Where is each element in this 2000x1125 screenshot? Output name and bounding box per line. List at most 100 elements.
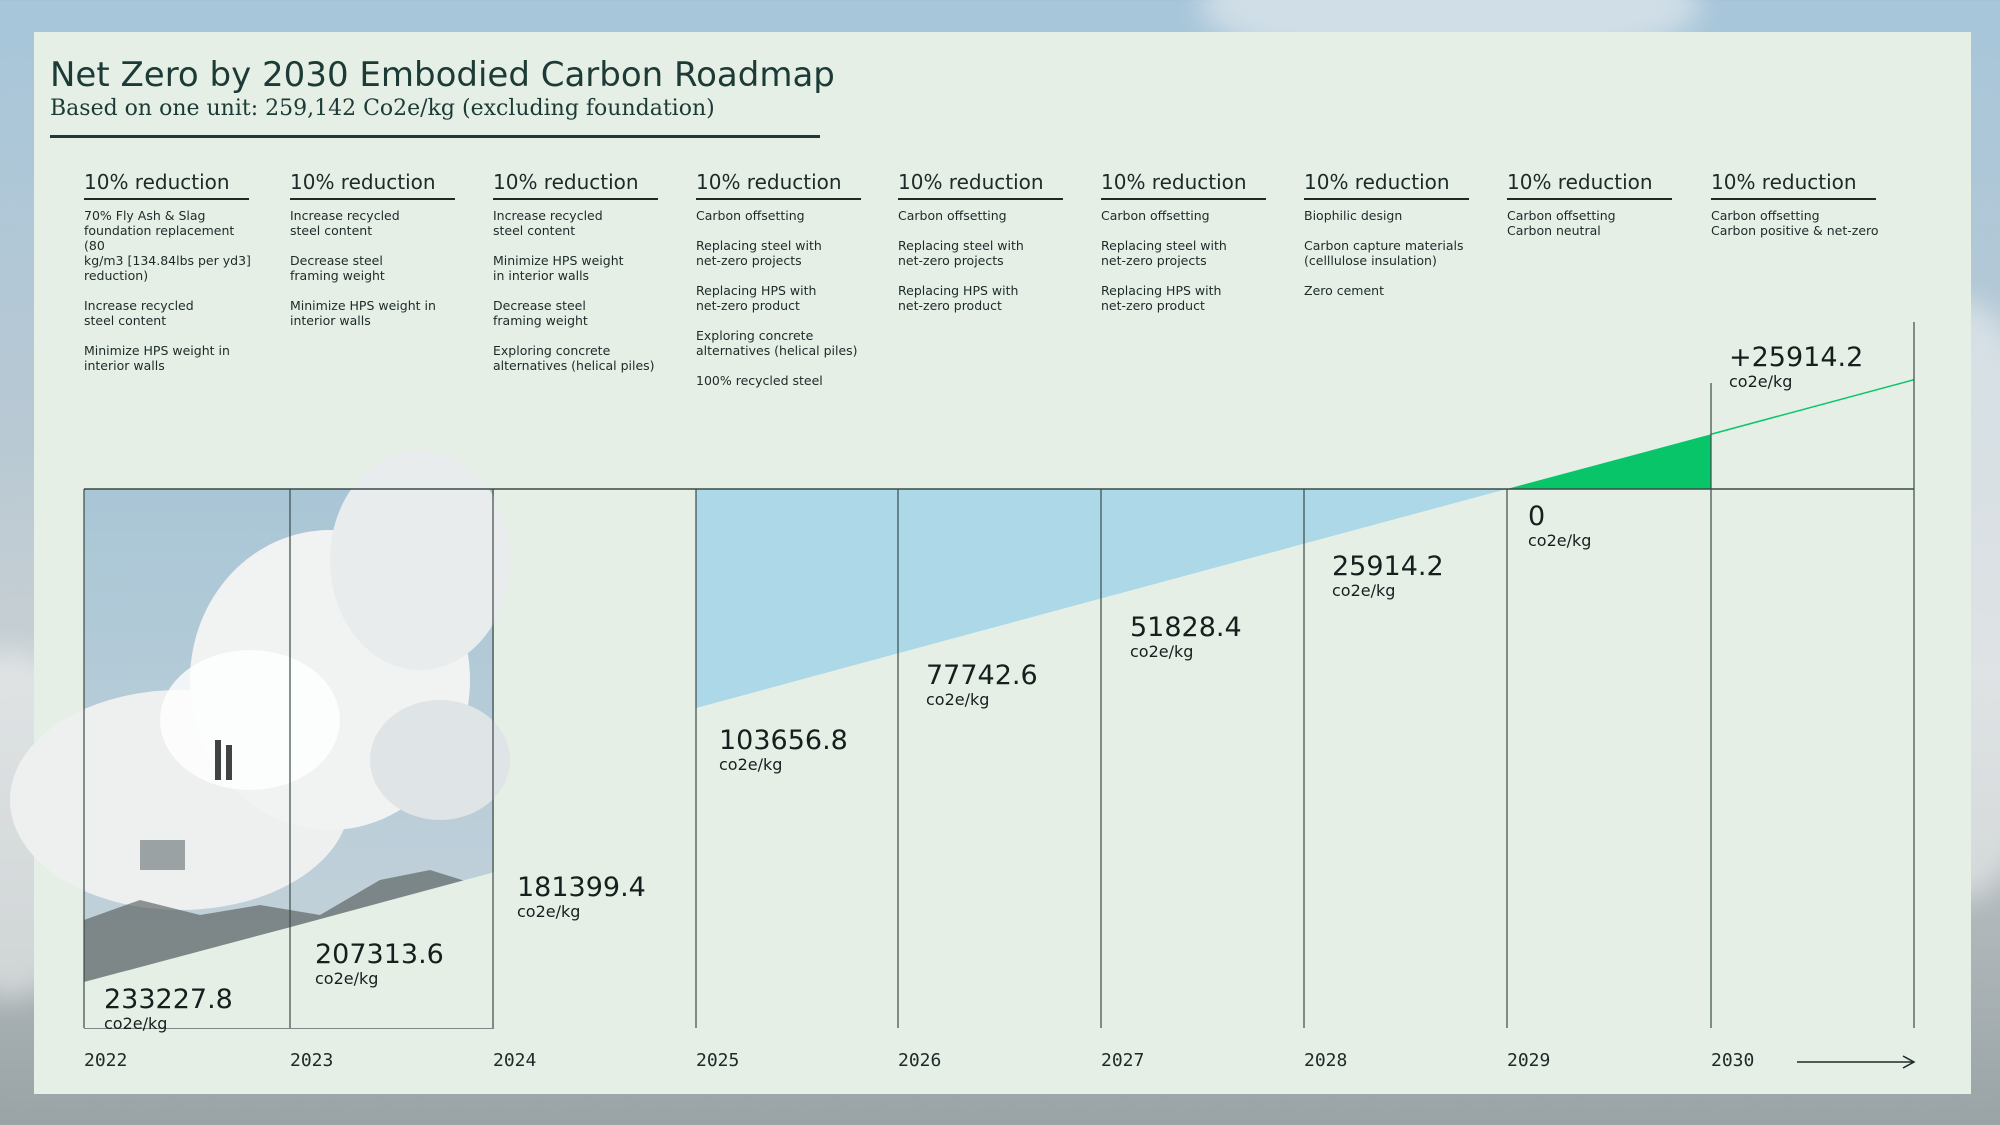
value-label: 77742.6 co2e/kg — [926, 661, 1038, 709]
carbon-positive-area — [1507, 434, 1711, 489]
strategy-list: Biophilic design Carbon capture materials… — [1304, 208, 1479, 298]
strategy-list: Carbon offsetting Replacing steel with ne… — [898, 208, 1073, 313]
column-heading: 10% reduction — [84, 170, 249, 200]
column-heading: 10% reduction — [1304, 170, 1469, 200]
page-subtitle: Based on one unit: 259,142 Co2e/kg (excl… — [50, 96, 715, 121]
column-heading: 10% reduction — [290, 170, 455, 200]
strategy-item: Exploring concrete alternatives (helical… — [493, 343, 655, 373]
value-label: 0 co2e/kg — [1528, 502, 1591, 550]
reduction-column: 10% reduction Carbon offsetting Replacing … — [696, 170, 871, 403]
carbon-positive-trend-line — [1710, 378, 1915, 435]
year-tick-label: 2027 — [1101, 1050, 1145, 1071]
value-unit: co2e/kg — [1729, 372, 1793, 391]
strategy-item: Carbon offsetting — [1101, 208, 1210, 223]
strategy-item: Replacing steel with net-zero projects — [696, 238, 822, 268]
value-unit: co2e/kg — [1528, 531, 1592, 550]
column-heading: 10% reduction — [1101, 170, 1266, 200]
strategy-item: Carbon capture materials (celllulose ins… — [1304, 238, 1464, 268]
page-title: Net Zero by 2030 Embodied Carbon Roadmap — [50, 55, 835, 95]
strategy-item: Replacing steel with net-zero projects — [898, 238, 1024, 268]
strategy-item: Increase recycled steel content — [290, 208, 400, 238]
strategy-item: Replacing HPS with net-zero product — [1101, 283, 1222, 313]
value-number: +25914.2 — [1729, 342, 1864, 373]
strategy-item: Carbon offsetting — [696, 208, 805, 223]
reduction-column: 10% reduction Carbon offsetting Replacing … — [1101, 170, 1276, 328]
value-number: 181399.4 — [517, 872, 646, 903]
reduction-area — [696, 489, 1507, 709]
value-label: 103656.8 co2e/kg — [719, 726, 848, 774]
reduction-column: 10% reduction 70% Fly Ash & Slag foundati… — [84, 170, 259, 388]
year-tick-label: 2025 — [696, 1050, 740, 1071]
value-number: 207313.6 — [315, 939, 444, 970]
strategy-item: 100% recycled steel — [696, 373, 823, 388]
strategy-list: Carbon offsetting Carbon neutral — [1507, 208, 1682, 238]
value-unit: co2e/kg — [926, 690, 990, 709]
value-unit: co2e/kg — [719, 755, 783, 774]
column-heading: 10% reduction — [696, 170, 861, 200]
value-number: 103656.8 — [719, 725, 848, 756]
strategy-item: Carbon offsetting Carbon neutral — [1507, 208, 1616, 238]
strategy-item: 70% Fly Ash & Slag foundation replacemen… — [84, 208, 251, 283]
strategy-list: Carbon offsetting Replacing steel with ne… — [1101, 208, 1276, 313]
value-label: +25914.2 co2e/kg — [1729, 343, 1863, 391]
value-number: 51828.4 — [1130, 612, 1242, 643]
column-heading: 10% reduction — [1711, 170, 1876, 200]
value-number: 233227.8 — [104, 984, 233, 1015]
value-number: 0 — [1528, 501, 1546, 532]
value-label: 51828.4 co2e/kg — [1130, 613, 1242, 661]
chart-grid — [83, 322, 1915, 1028]
strategy-item: Exploring concrete alternatives (helical… — [696, 328, 858, 358]
value-unit: co2e/kg — [1332, 581, 1396, 600]
year-tick-label: 2026 — [898, 1050, 942, 1071]
strategy-item: Decrease steel framing weight — [290, 253, 385, 283]
value-label: 207313.6 co2e/kg — [315, 940, 444, 988]
strategy-item: Carbon offsetting — [898, 208, 1007, 223]
year-tick-label: 2029 — [1507, 1050, 1551, 1071]
value-label: 181399.4 co2e/kg — [517, 873, 646, 921]
year-tick-label: 2028 — [1304, 1050, 1348, 1071]
remaining-carbon-area — [84, 489, 1914, 1028]
strategy-list: 70% Fly Ash & Slag foundation replacemen… — [84, 208, 259, 373]
reduction-column: 10% reduction Increase recycled steel con… — [493, 170, 668, 388]
strategy-item: Minimize HPS weight in interior walls — [290, 298, 436, 328]
reduction-column: 10% reduction Carbon offsetting Carbon ne… — [1507, 170, 1682, 253]
strategy-item: Increase recycled steel content — [493, 208, 603, 238]
title-divider — [50, 135, 820, 138]
reduction-column: 10% reduction Increase recycled steel con… — [290, 170, 465, 343]
strategy-list: Increase recycled steel content Decrease … — [290, 208, 465, 328]
strategy-list: Carbon offsetting Carbon positive & net-… — [1711, 208, 1886, 238]
strategy-list: Carbon offsetting Replacing steel with ne… — [696, 208, 871, 388]
strategy-item: Increase recycled steel content — [84, 298, 194, 328]
year-tick-label: 2030 — [1711, 1050, 1755, 1071]
column-heading: 10% reduction — [1507, 170, 1672, 200]
strategy-item: Replacing steel with net-zero projects — [1101, 238, 1227, 268]
strategy-item: Biophilic design — [1304, 208, 1403, 223]
strategy-item: Minimize HPS weight in interior walls — [84, 343, 230, 373]
strategy-list: Increase recycled steel content Minimize … — [493, 208, 668, 373]
year-tick-label: 2023 — [290, 1050, 334, 1071]
value-unit: co2e/kg — [1130, 642, 1194, 661]
value-label: 233227.8 co2e/kg — [104, 985, 233, 1033]
strategy-item: Replacing HPS with net-zero product — [898, 283, 1019, 313]
year-tick-label: 2024 — [493, 1050, 537, 1071]
year-tick-label: 2022 — [84, 1050, 128, 1071]
value-number: 25914.2 — [1332, 551, 1444, 582]
reduction-column: 10% reduction Carbon offsetting Carbon po… — [1711, 170, 1886, 253]
timeline-arrow-icon — [1797, 1055, 1916, 1069]
reduction-column: 10% reduction Carbon offsetting Replacing … — [898, 170, 1073, 328]
column-heading: 10% reduction — [898, 170, 1063, 200]
strategy-item: Decrease steel framing weight — [493, 298, 588, 328]
reduction-column: 10% reduction Biophilic design Carbon capt… — [1304, 170, 1479, 313]
strategy-item: Minimize HPS weight in interior walls — [493, 253, 624, 283]
value-number: 77742.6 — [926, 660, 1038, 691]
value-unit: co2e/kg — [104, 1014, 168, 1033]
strategy-item: Replacing HPS with net-zero product — [696, 283, 817, 313]
value-label: 25914.2 co2e/kg — [1332, 552, 1444, 600]
strategy-item: Carbon offsetting Carbon positive & net-… — [1711, 208, 1879, 238]
column-heading: 10% reduction — [493, 170, 658, 200]
chart-series — [84, 378, 1915, 1028]
value-unit: co2e/kg — [315, 969, 379, 988]
value-unit: co2e/kg — [517, 902, 581, 921]
strategy-item: Zero cement — [1304, 283, 1384, 298]
